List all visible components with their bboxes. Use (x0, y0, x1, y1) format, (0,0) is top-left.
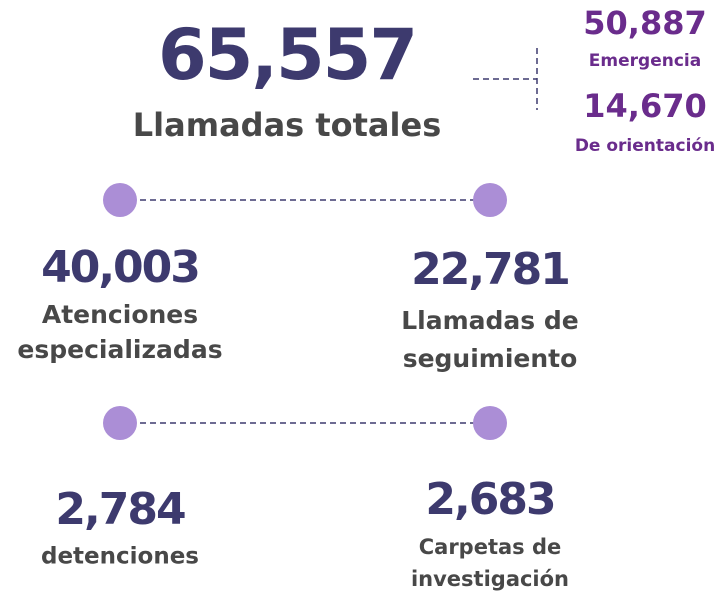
dot (103, 183, 137, 217)
breakdown-value: 14,670 (583, 87, 706, 125)
item-label: especializadas (17, 335, 222, 364)
item-value: 2,784 (55, 484, 185, 535)
dot (473, 183, 507, 217)
total-label: Llamadas totales (133, 106, 441, 144)
item-label: investigación (411, 567, 569, 591)
item-label: seguimiento (403, 344, 578, 373)
item-value: 2,683 (425, 474, 554, 525)
dot (103, 406, 137, 440)
connector (473, 48, 538, 110)
item-value: 22,781 (411, 244, 569, 295)
breakdown-label: De orientación (575, 136, 715, 156)
breakdown-value: 50,887 (583, 4, 706, 42)
item-label: detenciones (41, 544, 199, 570)
item-label: Llamadas de (401, 306, 579, 335)
breakdown-label: Emergencia (589, 51, 701, 71)
item-label: Carpetas de (419, 535, 562, 559)
total-value: 65,557 (158, 14, 416, 96)
dot (473, 406, 507, 440)
item-label: Atenciones (42, 300, 198, 329)
item-value: 40,003 (41, 242, 199, 293)
